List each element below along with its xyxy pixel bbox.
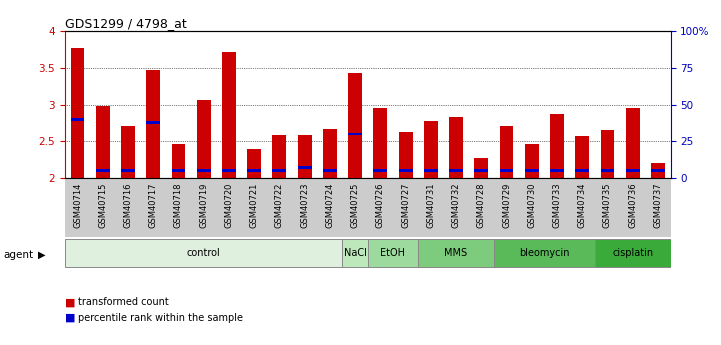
Text: agent: agent <box>4 250 34 260</box>
Text: GSM40729: GSM40729 <box>502 183 511 228</box>
Text: GSM40714: GSM40714 <box>73 183 82 228</box>
Bar <box>424 169 438 172</box>
Text: GSM40728: GSM40728 <box>477 183 486 228</box>
Text: MMS: MMS <box>444 248 468 258</box>
Text: GDS1299 / 4798_at: GDS1299 / 4798_at <box>65 17 187 30</box>
Bar <box>651 169 665 172</box>
Text: GSM40720: GSM40720 <box>224 183 234 228</box>
Bar <box>373 169 387 172</box>
Bar <box>368 239 418 267</box>
Bar <box>342 239 368 267</box>
Bar <box>449 117 463 178</box>
Bar <box>550 114 564 178</box>
Bar <box>424 121 438 178</box>
Bar <box>172 144 185 178</box>
Text: GSM40719: GSM40719 <box>199 183 208 228</box>
Bar <box>247 149 261 178</box>
Text: GSM40735: GSM40735 <box>603 183 612 228</box>
Bar <box>595 239 671 267</box>
Bar <box>601 169 614 172</box>
Bar <box>575 136 589 178</box>
Bar <box>222 52 236 178</box>
Text: GSM40721: GSM40721 <box>249 183 259 228</box>
Text: control: control <box>187 248 221 258</box>
Bar <box>626 108 640 178</box>
Bar <box>601 130 614 178</box>
Text: bleomycin: bleomycin <box>519 248 570 258</box>
Text: ■: ■ <box>65 297 76 307</box>
Bar <box>474 169 488 172</box>
Text: GSM40726: GSM40726 <box>376 183 385 228</box>
Text: GSM40718: GSM40718 <box>174 183 183 228</box>
Text: GSM40730: GSM40730 <box>527 183 536 228</box>
Bar <box>525 169 539 172</box>
Bar <box>323 129 337 178</box>
Bar <box>222 169 236 172</box>
Bar <box>197 169 211 172</box>
Bar <box>298 136 311 178</box>
Bar <box>500 169 513 172</box>
Bar <box>500 126 513 178</box>
Bar <box>373 108 387 178</box>
Bar <box>449 169 463 172</box>
Bar <box>651 163 665 178</box>
Bar <box>323 169 337 172</box>
Text: GSM40734: GSM40734 <box>578 183 587 228</box>
Bar <box>121 169 135 172</box>
Bar <box>146 121 160 124</box>
Text: GSM40716: GSM40716 <box>123 183 133 228</box>
Bar <box>525 144 539 178</box>
Bar <box>348 132 362 136</box>
Text: GSM40725: GSM40725 <box>350 183 360 228</box>
Bar <box>71 48 84 178</box>
Text: GSM40723: GSM40723 <box>300 183 309 228</box>
Bar <box>298 166 311 169</box>
Bar <box>399 132 412 178</box>
Text: cisplatin: cisplatin <box>612 248 653 258</box>
Bar <box>418 239 494 267</box>
Text: percentile rank within the sample: percentile rank within the sample <box>78 313 243 323</box>
Bar <box>96 106 110 178</box>
Text: transformed count: transformed count <box>78 297 169 307</box>
Bar <box>197 100 211 178</box>
Bar <box>494 239 595 267</box>
Text: ■: ■ <box>65 313 76 323</box>
Text: GSM40727: GSM40727 <box>401 183 410 228</box>
Text: GSM40736: GSM40736 <box>628 183 637 228</box>
Bar <box>146 70 160 178</box>
Bar <box>626 169 640 172</box>
Text: GSM40722: GSM40722 <box>275 183 284 228</box>
Bar <box>273 136 286 178</box>
Bar <box>474 158 488 178</box>
Bar <box>121 126 135 178</box>
Bar <box>273 169 286 172</box>
Bar <box>399 169 412 172</box>
Bar <box>575 169 589 172</box>
Bar <box>96 169 110 172</box>
Bar <box>348 73 362 178</box>
Bar <box>247 169 261 172</box>
Text: GSM40737: GSM40737 <box>653 183 663 228</box>
Text: GSM40724: GSM40724 <box>325 183 335 228</box>
Bar <box>550 169 564 172</box>
Text: GSM40731: GSM40731 <box>426 183 435 228</box>
Text: GSM40733: GSM40733 <box>552 183 562 228</box>
Bar <box>65 239 342 267</box>
Text: NaCl: NaCl <box>344 248 366 258</box>
Text: ▶: ▶ <box>37 250 45 260</box>
Text: GSM40732: GSM40732 <box>451 183 461 228</box>
Text: GSM40717: GSM40717 <box>149 183 158 228</box>
Text: EtOH: EtOH <box>381 248 405 258</box>
Text: GSM40715: GSM40715 <box>98 183 107 228</box>
Bar <box>71 118 84 121</box>
Bar <box>172 169 185 172</box>
